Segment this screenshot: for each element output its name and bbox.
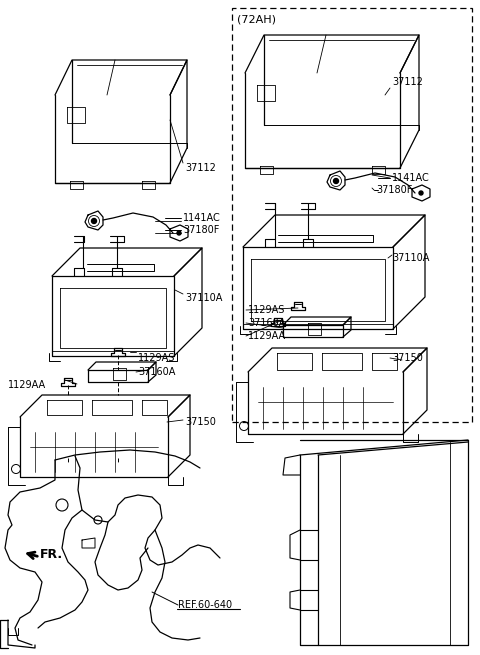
Text: REF.60-640: REF.60-640 bbox=[178, 600, 232, 610]
Text: 1141AC: 1141AC bbox=[183, 213, 221, 223]
Text: 37180F: 37180F bbox=[183, 225, 219, 235]
Text: 37150: 37150 bbox=[185, 417, 216, 427]
Text: 37110A: 37110A bbox=[185, 293, 222, 303]
Circle shape bbox=[177, 231, 181, 235]
Text: FR.: FR. bbox=[40, 548, 63, 561]
Bar bbox=[232, 8, 472, 422]
Circle shape bbox=[92, 219, 96, 223]
Text: 1129AA: 1129AA bbox=[248, 331, 286, 341]
Text: 37180F: 37180F bbox=[376, 185, 412, 195]
Text: 1141AC: 1141AC bbox=[392, 173, 430, 183]
Text: 1129AA: 1129AA bbox=[8, 380, 46, 390]
Circle shape bbox=[334, 179, 338, 183]
Text: 37160A: 37160A bbox=[138, 367, 175, 377]
Text: 37110A: 37110A bbox=[392, 253, 430, 263]
Text: 1129AS: 1129AS bbox=[248, 305, 286, 315]
Text: 37112: 37112 bbox=[392, 77, 423, 87]
Text: 37112: 37112 bbox=[185, 163, 216, 173]
Circle shape bbox=[419, 191, 423, 195]
Text: (72AH): (72AH) bbox=[237, 15, 276, 25]
Text: 1129AS: 1129AS bbox=[138, 353, 175, 363]
Text: 37160A: 37160A bbox=[248, 318, 286, 328]
Text: 37150: 37150 bbox=[392, 353, 423, 363]
